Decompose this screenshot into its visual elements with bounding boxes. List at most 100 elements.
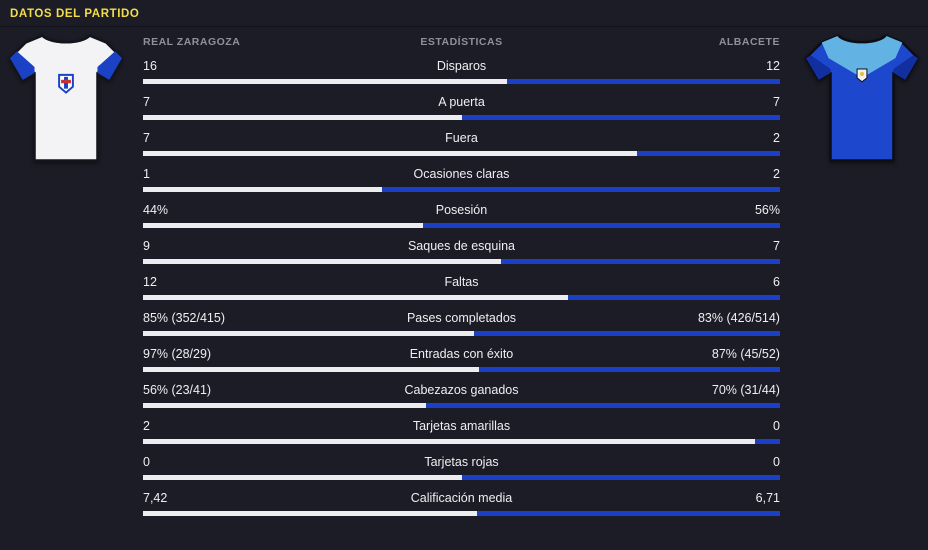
stat-bar xyxy=(143,511,780,516)
stat-values: 12 Faltas 6 xyxy=(143,275,780,290)
stat-label: Fuera xyxy=(445,131,478,145)
stat-home-value: 7 xyxy=(143,131,150,145)
home-team-shirt xyxy=(7,30,125,167)
stat-values: 56% (23/41) Cabezazos ganados 70% (31/44… xyxy=(143,383,780,398)
stat-label: Tarjetas amarillas xyxy=(412,419,511,433)
stats-column-headers: REAL ZARAGOZA ESTADÍSTICAS ALBACETE xyxy=(143,36,780,48)
stat-bar-home-segment xyxy=(143,475,462,480)
stat-label: Entradas con éxito xyxy=(409,347,514,361)
stat-bar xyxy=(143,187,780,192)
stat-bar xyxy=(143,403,780,408)
stat-values: 9 Saques de esquina 7 xyxy=(143,239,780,254)
stat-bar-away-segment xyxy=(461,115,780,120)
stat-bar-away-segment xyxy=(461,475,780,480)
column-statistics: ESTADÍSTICAS xyxy=(420,36,503,48)
stat-values: 44% Posesión 56% xyxy=(143,203,780,218)
stat-away-value: 56% xyxy=(754,203,780,217)
stat-bar-home-segment xyxy=(143,331,475,336)
stat-values: 7 A puerta 7 xyxy=(143,95,780,110)
stat-row: 9 Saques de esquina 7 xyxy=(143,239,780,264)
stat-away-value: 6,71 xyxy=(755,491,780,505)
stat-row: 16 Disparos 12 xyxy=(143,59,780,84)
stat-label: Tarjetas rojas xyxy=(424,455,499,469)
stat-home-value: 7,42 xyxy=(143,491,168,505)
stat-bar-away-segment xyxy=(567,295,780,300)
stat-row: 85% (352/415) Pases completados 83% (426… xyxy=(143,311,780,336)
stat-home-value: 2 xyxy=(143,419,150,433)
stat-row: 97% (28/29) Entradas con éxito 87% (45/5… xyxy=(143,347,780,372)
stat-away-value: 2 xyxy=(773,167,780,181)
stat-bar-home-segment xyxy=(143,187,382,192)
stat-values: 2 Tarjetas amarillas 0 xyxy=(143,419,780,434)
stat-away-value: 0 xyxy=(773,419,780,433)
stat-row: 7,42 Calificación media 6,71 xyxy=(143,491,780,516)
stat-bar-away-segment xyxy=(474,331,780,336)
away-shirt-graphic xyxy=(804,34,920,162)
stat-row: 2 Tarjetas amarillas 0 xyxy=(143,419,780,444)
stat-bar-home-segment xyxy=(143,439,755,444)
stat-label: Cabezazos ganados xyxy=(404,383,519,397)
stat-home-value: 9 xyxy=(143,239,150,253)
stat-home-value: 56% (23/41) xyxy=(143,383,212,397)
stat-away-value: 7 xyxy=(773,95,780,109)
stat-label: Posesión xyxy=(435,203,488,217)
stat-away-value: 12 xyxy=(766,59,780,73)
stat-home-value: 85% (352/415) xyxy=(143,311,226,325)
stat-bar-away-segment xyxy=(381,187,780,192)
stat-bar-away-segment xyxy=(754,439,780,444)
stat-home-value: 12 xyxy=(143,275,157,289)
stat-values: 1 Ocasiones claras 2 xyxy=(143,167,780,182)
stat-label: Saques de esquina xyxy=(407,239,515,253)
stat-bar-away-segment xyxy=(501,259,780,264)
stat-row: 44% Posesión 56% xyxy=(143,203,780,228)
stat-bar xyxy=(143,115,780,120)
stat-values: 97% (28/29) Entradas con éxito 87% (45/5… xyxy=(143,347,780,362)
stat-values: 7,42 Calificación media 6,71 xyxy=(143,491,780,506)
stat-bar-home-segment xyxy=(143,259,502,264)
panel-header: DATOS DEL PARTIDO xyxy=(0,0,928,27)
stat-home-value: 1 xyxy=(143,167,150,181)
stat-row: 1 Ocasiones claras 2 xyxy=(143,167,780,192)
stat-values: 85% (352/415) Pases completados 83% (426… xyxy=(143,311,780,326)
stat-row: 12 Faltas 6 xyxy=(143,275,780,300)
stat-label: Ocasiones claras xyxy=(413,167,510,181)
stat-away-value: 7 xyxy=(773,239,780,253)
stat-bar xyxy=(143,367,780,372)
stat-bar-home-segment xyxy=(143,295,568,300)
stat-bar xyxy=(143,331,780,336)
stat-bar xyxy=(143,295,780,300)
stat-bar xyxy=(143,259,780,264)
stat-bar xyxy=(143,223,780,228)
stat-home-value: 16 xyxy=(143,59,157,73)
stat-bar-away-segment xyxy=(425,403,780,408)
stat-away-value: 83% (426/514) xyxy=(697,311,780,325)
stat-away-value: 2 xyxy=(773,131,780,145)
stat-bar-away-segment xyxy=(477,511,780,516)
stat-home-value: 7 xyxy=(143,95,150,109)
stat-away-value: 6 xyxy=(773,275,780,289)
stat-row: 0 Tarjetas rojas 0 xyxy=(143,455,780,480)
stat-home-value: 0 xyxy=(143,455,150,469)
stat-label: Disparos xyxy=(436,59,487,73)
stat-bar-away-segment xyxy=(423,223,780,228)
column-away-team: ALBACETE xyxy=(718,36,780,48)
stat-row: 7 A puerta 7 xyxy=(143,95,780,120)
column-home-team: REAL ZARAGOZA xyxy=(143,36,241,48)
stat-bar-away-segment xyxy=(636,151,780,156)
stat-bar xyxy=(143,439,780,444)
stat-values: 16 Disparos 12 xyxy=(143,59,780,74)
stat-bar xyxy=(143,151,780,156)
stat-bar xyxy=(143,475,780,480)
stat-bar-home-segment xyxy=(143,403,426,408)
stat-bar-home-segment xyxy=(143,151,637,156)
stat-row: 56% (23/41) Cabezazos ganados 70% (31/44… xyxy=(143,383,780,408)
match-stats-panel: REAL ZARAGOZA ESTADÍSTICAS ALBACETE 16 D… xyxy=(143,36,780,516)
stat-home-value: 97% (28/29) xyxy=(143,347,212,361)
stat-label: A puerta xyxy=(438,95,485,109)
stat-values: 0 Tarjetas rojas 0 xyxy=(143,455,780,470)
stat-label: Calificación media xyxy=(410,491,513,505)
stat-bar xyxy=(143,79,780,84)
stat-away-value: 0 xyxy=(773,455,780,469)
stat-bar-home-segment xyxy=(143,367,479,372)
stat-bar-home-segment xyxy=(143,115,462,120)
